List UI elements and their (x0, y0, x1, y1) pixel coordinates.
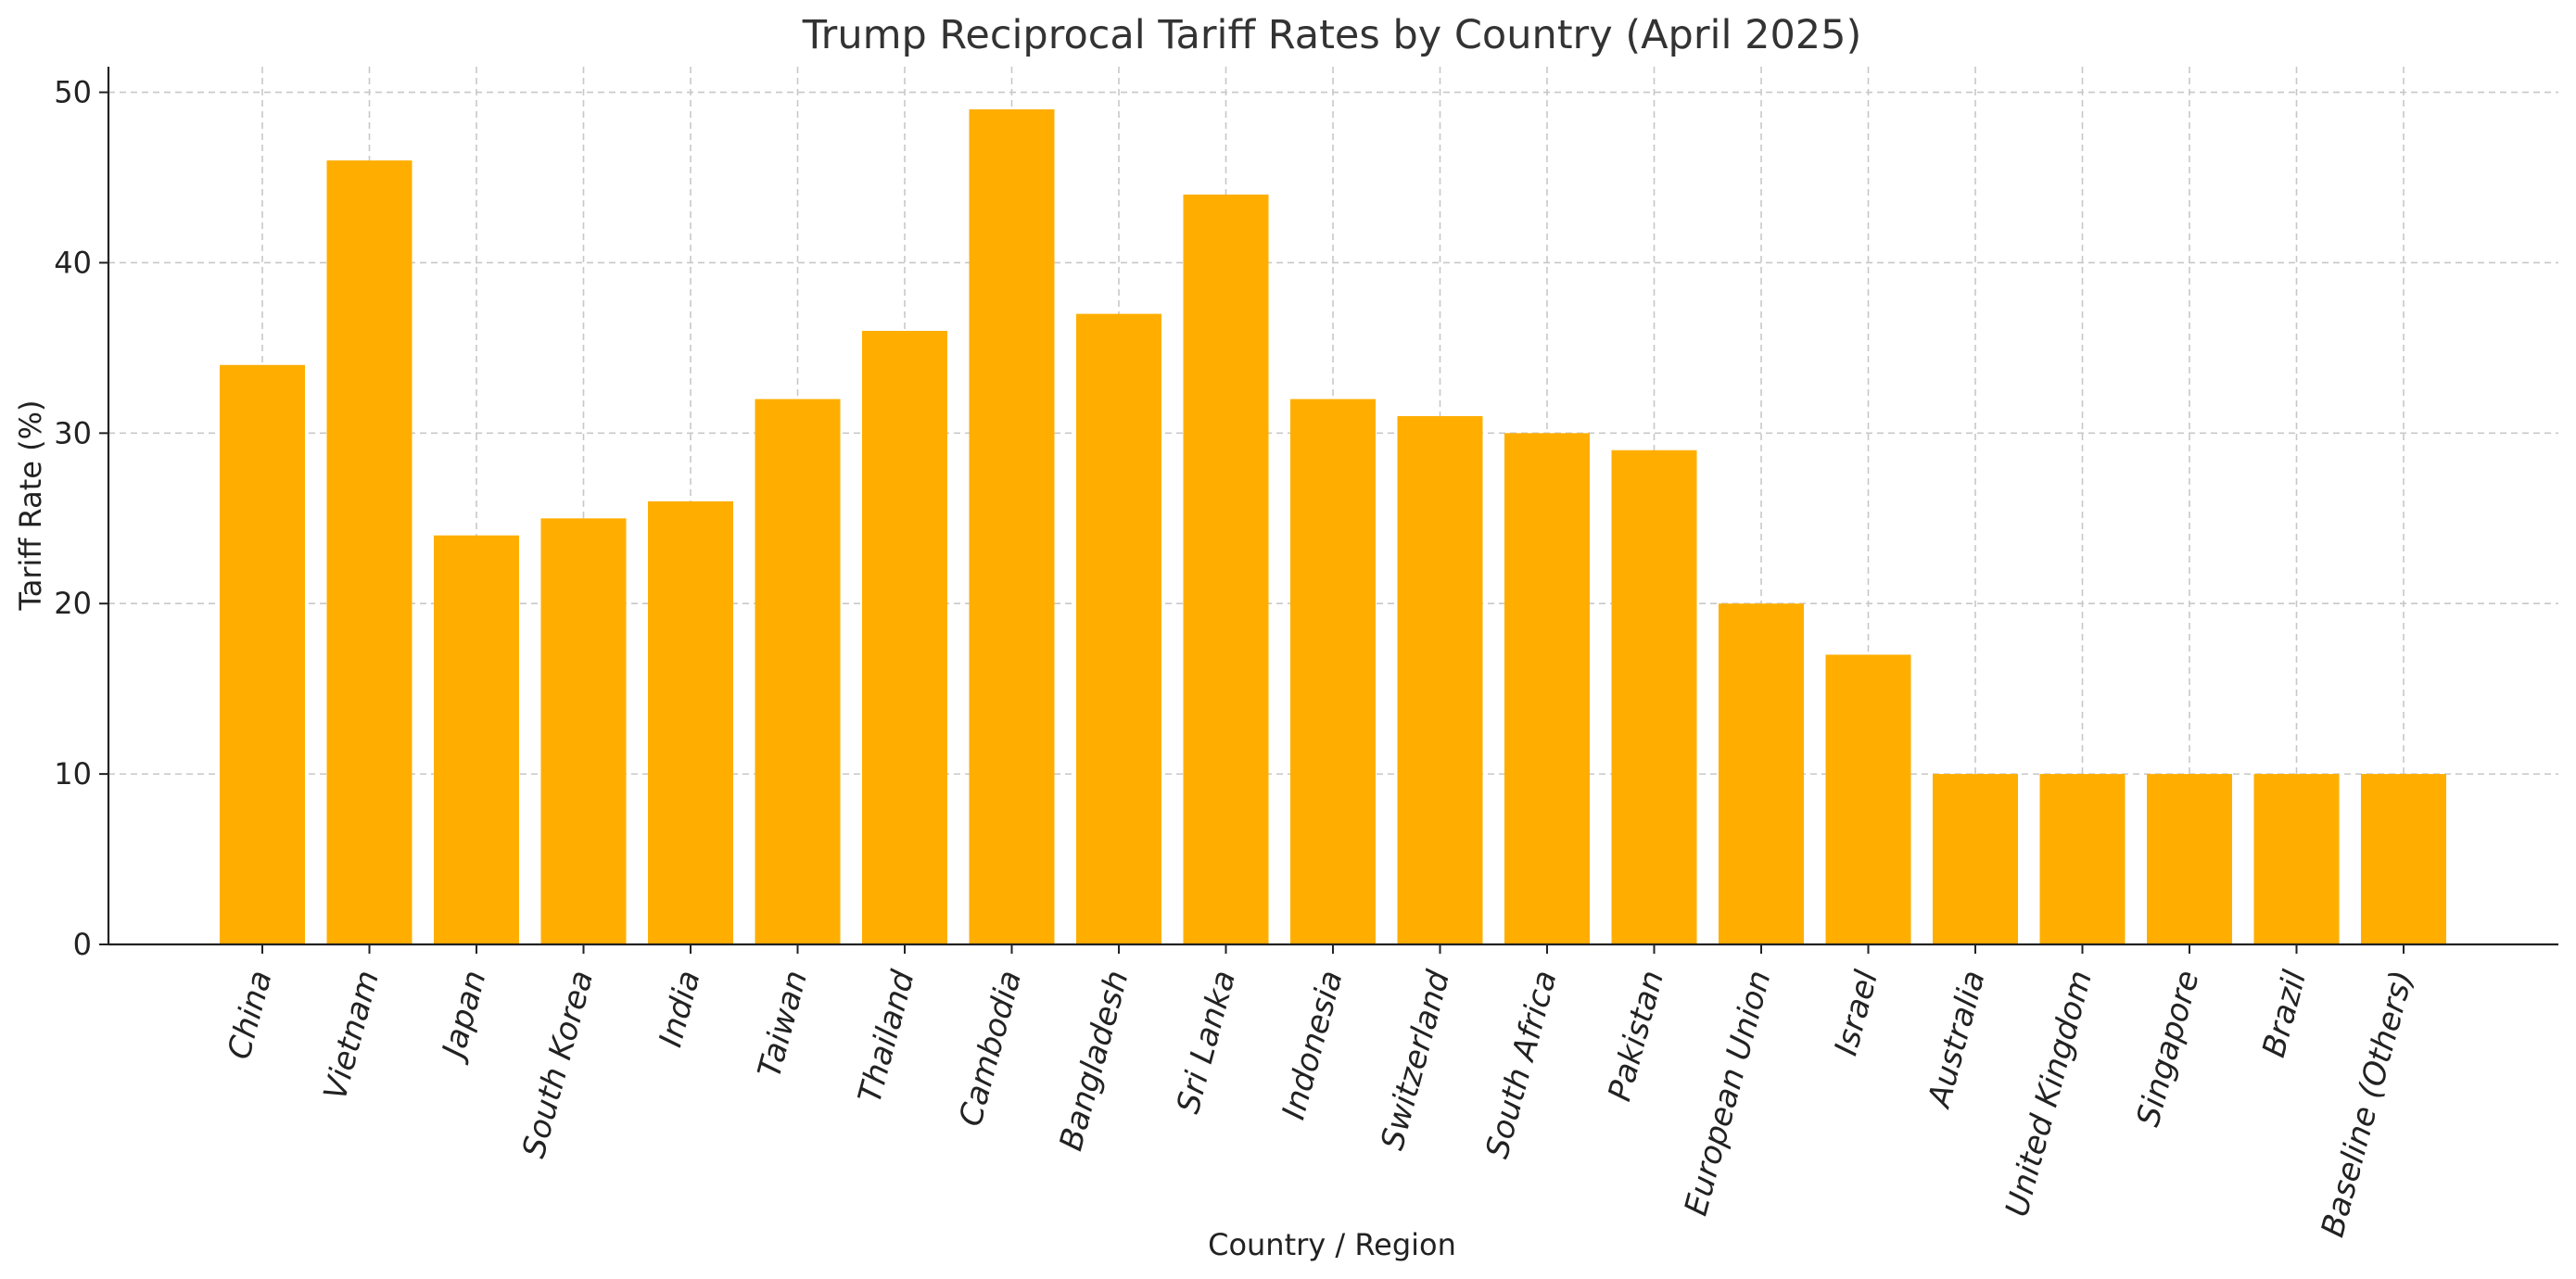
bar-thailand (862, 331, 947, 944)
bar-israel (1825, 654, 1911, 944)
x-tick-label: United Kingdom (1999, 967, 2100, 1221)
y-tick-label: 50 (54, 75, 92, 110)
x-axis-label: Country / Region (1208, 1227, 1456, 1262)
x-tick-label: Baseline (Others) (2315, 967, 2421, 1241)
bar-indonesia (1290, 399, 1376, 944)
x-tick-label: Vietnam (317, 967, 387, 1104)
x-tick-label: India (652, 967, 707, 1051)
bar-japan (434, 535, 519, 944)
x-tick-label: Thailand (851, 967, 922, 1108)
x-tick-label: Taiwan (751, 967, 815, 1082)
x-tick-label: Sri Lanka (1170, 967, 1243, 1118)
x-tick-label: China (221, 967, 280, 1063)
bar-south-korea (540, 518, 627, 944)
bar-european-union (1719, 603, 1804, 944)
x-tick-label: Israel (1828, 966, 1886, 1059)
bar-pakistan (1611, 450, 1697, 944)
y-tick-label: 0 (73, 927, 92, 962)
bar-united-kingdom (2039, 774, 2126, 944)
bar-sri-lanka (1183, 194, 1269, 945)
y-tick-label: 40 (54, 245, 92, 280)
x-tick-label: Switzerland (1374, 967, 1457, 1154)
x-tick-label: Australia (1921, 967, 1993, 1113)
bar-baseline-others (2361, 774, 2446, 944)
x-tick-label: South Korea (515, 967, 601, 1162)
y-tick-label: 10 (54, 756, 92, 791)
x-tick-label: South Africa (1478, 967, 1564, 1162)
bar-singapore (2147, 774, 2232, 944)
bar-switzerland (1397, 415, 1483, 944)
y-tick-label: 30 (54, 415, 92, 450)
x-tick-label: Pakistan (1601, 967, 1671, 1105)
y-tick-label: 20 (54, 586, 92, 621)
x-tick-label: Singapore (2129, 967, 2206, 1131)
x-tick-label: Indonesia (1275, 967, 1351, 1123)
bar-taiwan (755, 399, 841, 944)
x-tick-label: European Union (1678, 967, 1779, 1220)
x-tick-label: Cambodia (952, 967, 1029, 1130)
bar-china (220, 364, 305, 944)
chart-title: Trump Reciprocal Tariff Rates by Country… (802, 12, 1862, 58)
bar-cambodia (969, 108, 1055, 944)
bar-vietnam (326, 160, 412, 944)
bar-brazil (2253, 774, 2340, 944)
bar-bangladesh (1076, 313, 1161, 944)
bar-australia (1933, 774, 2018, 944)
bars-layer (220, 108, 2446, 945)
bar-india (648, 500, 733, 944)
x-tick-label: Bangladesh (1052, 967, 1136, 1155)
y-axis-label: Tariff Rate (%) (13, 399, 48, 611)
axes-layer (99, 67, 2558, 954)
x-tick-label: Brazil (2255, 966, 2314, 1061)
bar-south-africa (1504, 433, 1590, 945)
x-tick-label: Japan (434, 967, 494, 1067)
